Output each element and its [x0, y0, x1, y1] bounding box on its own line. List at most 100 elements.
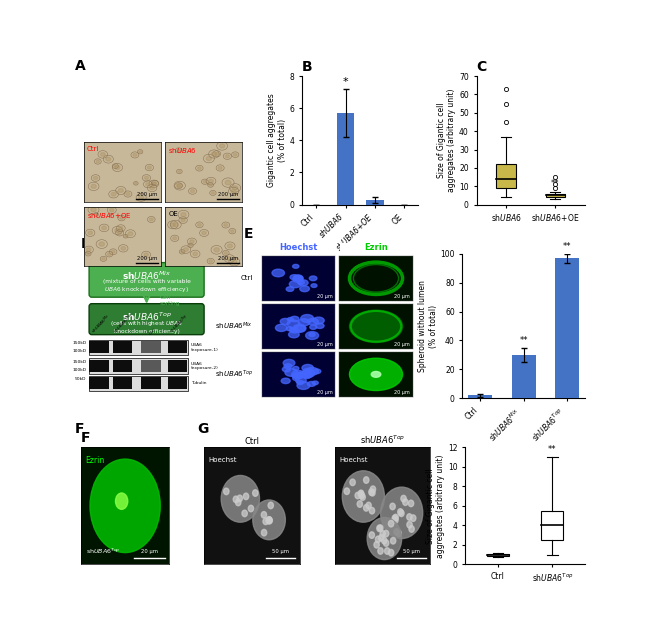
- Circle shape: [225, 180, 231, 185]
- Circle shape: [261, 529, 266, 536]
- Text: UBA6
(exposure-1): UBA6 (exposure-1): [191, 343, 219, 352]
- Circle shape: [181, 219, 185, 222]
- Text: Tubulin: Tubulin: [191, 382, 207, 385]
- Circle shape: [146, 183, 150, 186]
- Circle shape: [292, 377, 300, 380]
- Circle shape: [344, 488, 350, 495]
- Circle shape: [313, 317, 324, 324]
- Circle shape: [211, 191, 214, 194]
- Circle shape: [290, 316, 299, 321]
- Text: 20 μm: 20 μm: [317, 294, 332, 299]
- Circle shape: [294, 325, 305, 332]
- Circle shape: [267, 517, 272, 524]
- Text: sh$UBA6$: sh$UBA6$: [168, 146, 197, 155]
- Circle shape: [94, 176, 98, 179]
- Circle shape: [378, 525, 383, 531]
- Circle shape: [263, 518, 268, 525]
- Text: Hoechst: Hoechst: [209, 456, 237, 463]
- Y-axis label: Spheroid without lumen
(% of total): Spheroid without lumen (% of total): [418, 280, 437, 372]
- Circle shape: [294, 275, 302, 280]
- Circle shape: [380, 531, 385, 537]
- Circle shape: [88, 231, 92, 235]
- Circle shape: [393, 514, 398, 521]
- Circle shape: [311, 284, 317, 287]
- Bar: [555, 258, 579, 398]
- Text: (cells with highest $UBA6$
knockdown efficiency): (cells with highest $UBA6$ knockdown eff…: [110, 319, 183, 334]
- Text: sh$UBA6^{Top}$: sh$UBA6^{Top}$: [122, 311, 172, 323]
- Circle shape: [124, 235, 127, 237]
- Circle shape: [151, 182, 156, 186]
- Circle shape: [209, 260, 213, 262]
- Text: sh$UBA6^{Top}$: sh$UBA6^{Top}$: [86, 547, 120, 556]
- Circle shape: [393, 517, 398, 523]
- Circle shape: [243, 493, 249, 500]
- Circle shape: [173, 223, 179, 227]
- Circle shape: [286, 327, 293, 331]
- Circle shape: [170, 223, 176, 227]
- Circle shape: [384, 531, 389, 537]
- Text: Ezrin: Ezrin: [86, 456, 105, 465]
- Bar: [337, 113, 354, 205]
- Circle shape: [304, 368, 311, 373]
- Circle shape: [401, 495, 406, 502]
- Bar: [168, 377, 187, 389]
- Circle shape: [261, 512, 266, 518]
- Circle shape: [91, 207, 96, 212]
- Circle shape: [290, 275, 298, 280]
- Circle shape: [233, 153, 237, 156]
- Circle shape: [189, 244, 192, 247]
- Circle shape: [224, 252, 227, 254]
- Circle shape: [302, 365, 313, 372]
- Circle shape: [102, 257, 105, 260]
- Circle shape: [214, 248, 220, 252]
- Circle shape: [307, 318, 318, 325]
- Text: 50 μm: 50 μm: [403, 549, 420, 553]
- Text: **: **: [563, 242, 571, 251]
- Circle shape: [248, 505, 254, 512]
- Circle shape: [343, 471, 384, 522]
- Circle shape: [198, 167, 202, 170]
- Circle shape: [181, 212, 186, 217]
- Text: F: F: [75, 422, 84, 436]
- Circle shape: [306, 368, 318, 375]
- Text: sh$UBA6^{Mix}$: sh$UBA6^{Mix}$: [89, 313, 113, 336]
- FancyBboxPatch shape: [496, 164, 516, 188]
- Circle shape: [297, 382, 310, 389]
- Circle shape: [144, 253, 148, 256]
- Circle shape: [382, 538, 387, 544]
- Y-axis label: Gigantic cell aggregates
(% of total): Gigantic cell aggregates (% of total): [267, 93, 287, 187]
- Circle shape: [233, 186, 238, 190]
- Circle shape: [350, 358, 402, 391]
- Circle shape: [363, 477, 369, 483]
- Bar: [89, 360, 109, 372]
- Circle shape: [377, 525, 382, 531]
- Circle shape: [360, 494, 365, 500]
- Circle shape: [396, 530, 402, 536]
- Circle shape: [292, 264, 299, 268]
- Circle shape: [355, 492, 360, 499]
- Circle shape: [139, 151, 142, 153]
- Text: sh$UBA6^{Mix}$: sh$UBA6^{Mix}$: [122, 270, 172, 283]
- Circle shape: [177, 183, 183, 188]
- FancyBboxPatch shape: [89, 304, 204, 335]
- Circle shape: [312, 381, 318, 385]
- Circle shape: [358, 491, 363, 497]
- Bar: [112, 341, 132, 353]
- Circle shape: [190, 190, 194, 193]
- Circle shape: [285, 369, 298, 377]
- Circle shape: [292, 276, 303, 282]
- Circle shape: [268, 502, 274, 508]
- Text: sh$UBA6^{Top}$: sh$UBA6^{Top}$: [360, 433, 405, 446]
- Text: Hoechst: Hoechst: [280, 243, 318, 252]
- Circle shape: [235, 499, 241, 506]
- Circle shape: [409, 526, 414, 533]
- Circle shape: [276, 324, 287, 332]
- Circle shape: [242, 510, 247, 517]
- Circle shape: [307, 382, 315, 386]
- Circle shape: [389, 521, 394, 527]
- Text: sh$UBA6^{1Mix}$: sh$UBA6^{1Mix}$: [112, 311, 137, 336]
- Text: sh$UBA6^{Top}$: sh$UBA6^{Top}$: [214, 369, 253, 380]
- Circle shape: [153, 182, 157, 184]
- Circle shape: [357, 501, 363, 507]
- Circle shape: [128, 232, 133, 236]
